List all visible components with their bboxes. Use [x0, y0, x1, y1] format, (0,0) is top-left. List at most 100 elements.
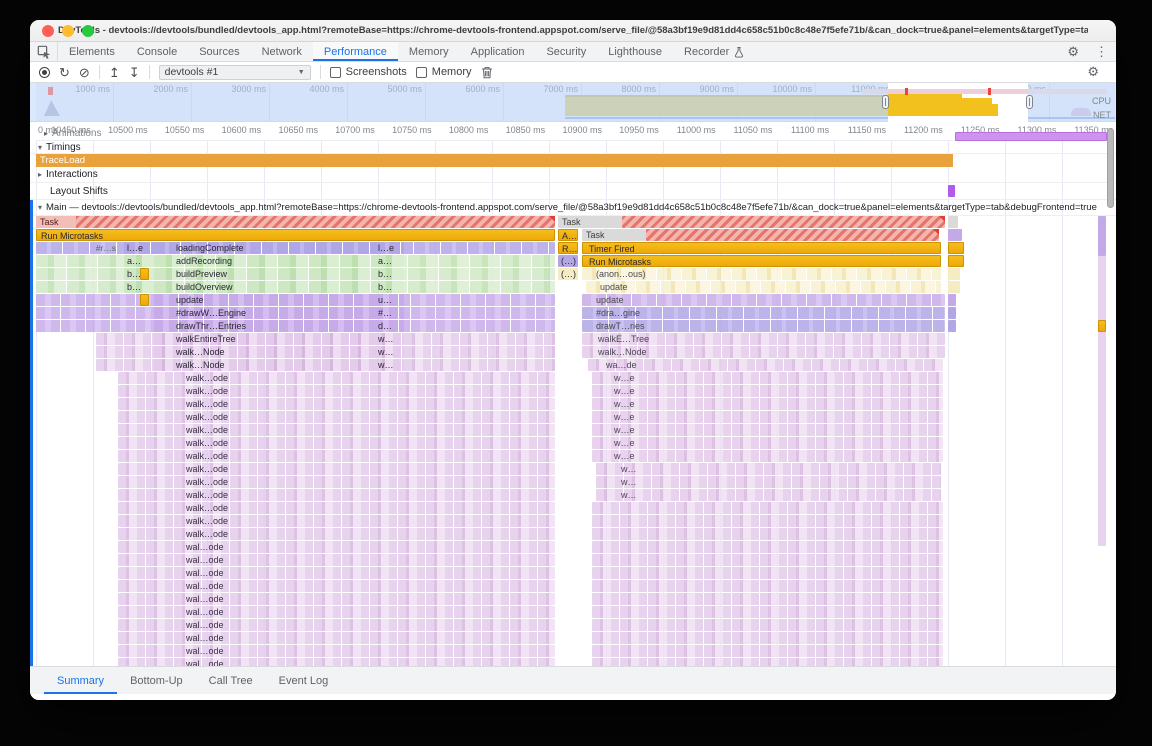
chevron-down-icon[interactable]: ▾ — [38, 203, 43, 212]
flame-bar[interactable]: walk…Node — [582, 346, 945, 358]
track-animations[interactable]: ▸ Animations — [44, 128, 102, 139]
flame-bar[interactable] — [948, 294, 956, 306]
flame-bar[interactable]: w… — [596, 463, 941, 475]
flame-bar[interactable] — [622, 216, 945, 228]
tab-memory[interactable]: Memory — [398, 42, 460, 61]
flame-bar[interactable]: d… — [374, 320, 404, 332]
flame-bar[interactable]: Timer Fired — [582, 242, 941, 254]
flame-bar[interactable]: A… — [558, 229, 578, 241]
flame-bar[interactable] — [948, 307, 956, 319]
upload-profile-icon[interactable]: ↥ — [108, 64, 120, 80]
flame-bar[interactable]: #dra…gine — [582, 307, 945, 319]
flame-bar[interactable] — [948, 255, 964, 267]
flame-bar[interactable]: Task — [558, 216, 622, 228]
kebab-menu-icon[interactable]: ⋮ — [1095, 43, 1108, 59]
flame-bar[interactable] — [1098, 216, 1106, 256]
layout-shift-event[interactable] — [948, 185, 955, 197]
clear-icon[interactable]: ⊘ — [78, 64, 90, 80]
flame-bar[interactable]: drawThr…Entries — [154, 320, 378, 332]
tab-security[interactable]: Security — [535, 42, 597, 61]
flame-bar[interactable]: w…e — [592, 411, 943, 423]
flame-bar[interactable]: walk…Node — [154, 359, 378, 371]
chevron-right-icon[interactable]: ▸ — [44, 129, 49, 138]
flame-bar[interactable]: #drawW…Engine — [154, 307, 378, 319]
flame-chart[interactable]: Task Run Microtasks #r…s l…e loadingComplete… — [36, 216, 1115, 666]
flame-bar[interactable]: w… — [596, 476, 941, 488]
flame-bar[interactable]: buildPreview — [154, 268, 378, 280]
tab-bottom-up[interactable]: Bottom-Up — [130, 674, 183, 687]
flame-bar[interactable]: Task — [582, 229, 646, 241]
inspect-element-icon[interactable] — [30, 42, 58, 61]
chevron-down-icon[interactable]: ▾ — [38, 142, 43, 152]
flame-bar[interactable] — [948, 281, 960, 293]
flame-bar[interactable]: w…e — [592, 437, 943, 449]
overview-canvas[interactable]: 1000 ms2000 ms3000 ms4000 ms5000 ms6000 … — [36, 83, 1115, 122]
flame-bar[interactable]: update — [154, 294, 378, 306]
flame-bar[interactable] — [646, 229, 939, 241]
flame-bar[interactable]: u… — [374, 294, 404, 306]
flame-bar[interactable]: w…e — [592, 385, 943, 397]
flame-bar[interactable]: w…e — [592, 372, 943, 384]
checkbox-box[interactable] — [329, 66, 341, 78]
flame-bar[interactable]: w…e — [592, 424, 943, 436]
flame-bar[interactable]: walkE…Tree — [582, 333, 945, 345]
flame-bar[interactable] — [948, 242, 964, 254]
settings-gear-icon[interactable]: ⚙ — [1067, 43, 1079, 59]
traceload-marker-bar[interactable]: TraceLoad — [36, 154, 953, 167]
tab-lighthouse[interactable]: Lighthouse — [597, 42, 673, 61]
tab-performance[interactable]: Performance — [312, 42, 398, 61]
track-timings[interactable]: ▾ Timings — [30, 141, 1116, 154]
flame-bar[interactable]: (…) — [558, 255, 578, 267]
flame-bar[interactable]: w…e — [592, 450, 943, 462]
flame-bar[interactable] — [948, 229, 962, 241]
capture-settings-gear-icon[interactable]: ⚙ — [1087, 64, 1099, 79]
flame-bar[interactable]: w… — [596, 489, 941, 501]
download-profile-icon[interactable]: ↧ — [128, 64, 140, 80]
flame-bar[interactable] — [36, 216, 555, 228]
flame-bar[interactable] — [948, 268, 960, 280]
flame-bar[interactable]: b… — [374, 281, 404, 293]
flame-bar[interactable]: w… — [374, 359, 404, 371]
tab-recorder[interactable]: Recorder — [673, 42, 755, 61]
tab-sources[interactable]: Sources — [188, 42, 250, 61]
flame-bar[interactable]: a… — [374, 255, 404, 267]
flame-bar[interactable]: b… — [374, 268, 404, 280]
flame-bar[interactable] — [140, 294, 149, 306]
flame-bar[interactable]: (anon…ous) — [582, 268, 941, 280]
vertical-scrollbar[interactable] — [1107, 128, 1114, 208]
flame-bar[interactable]: Run Microtasks — [582, 255, 941, 267]
checkbox-box[interactable] — [415, 66, 427, 78]
memory-checkbox[interactable]: Memory — [415, 66, 472, 78]
track-layout-shifts[interactable]: Layout Shifts — [30, 183, 1116, 200]
flame-bar[interactable]: drawT…ries — [582, 320, 945, 332]
trash-icon[interactable] — [481, 66, 493, 79]
flame-bar[interactable]: w… — [374, 346, 404, 358]
flame-bar[interactable]: walkEntireTree — [154, 333, 378, 345]
flame-bar[interactable]: a… — [124, 255, 158, 267]
timeline-overview[interactable]: 1000 ms2000 ms3000 ms4000 ms5000 ms6000 … — [30, 83, 1116, 122]
flame-bar[interactable] — [1098, 320, 1106, 332]
flame-bar[interactable]: update — [582, 294, 945, 306]
flame-bar[interactable]: buildOverview — [154, 281, 378, 293]
flame-bar[interactable]: addRecording — [154, 255, 378, 267]
screenshots-checkbox[interactable]: Screenshots — [329, 66, 407, 78]
flame-bar[interactable] — [948, 216, 958, 228]
flame-bar[interactable]: Run Microtasks — [36, 229, 555, 241]
flame-bar[interactable]: w…e — [592, 398, 943, 410]
flame-bar[interactable]: l…e — [374, 242, 404, 254]
chevron-right-icon[interactable]: ▸ — [38, 170, 43, 179]
close-window-button[interactable] — [42, 25, 54, 37]
tab-elements[interactable]: Elements — [58, 42, 126, 61]
reload-and-record-icon[interactable]: ↻ — [59, 64, 70, 80]
flame-bar[interactable]: l…e — [124, 242, 158, 254]
flame-bar[interactable]: (…) — [558, 268, 578, 280]
minimize-window-button[interactable] — [62, 25, 74, 37]
flame-bar[interactable]: w… — [374, 333, 404, 345]
tab-console[interactable]: Console — [126, 42, 188, 61]
flame-bar[interactable]: #… — [374, 307, 404, 319]
selection-drag-handle[interactable] — [1026, 95, 1033, 109]
zoom-window-button[interactable] — [82, 25, 94, 37]
record-icon[interactable] — [39, 66, 50, 78]
flame-bar[interactable]: update — [586, 281, 941, 293]
flame-bar[interactable]: R… — [558, 242, 578, 254]
